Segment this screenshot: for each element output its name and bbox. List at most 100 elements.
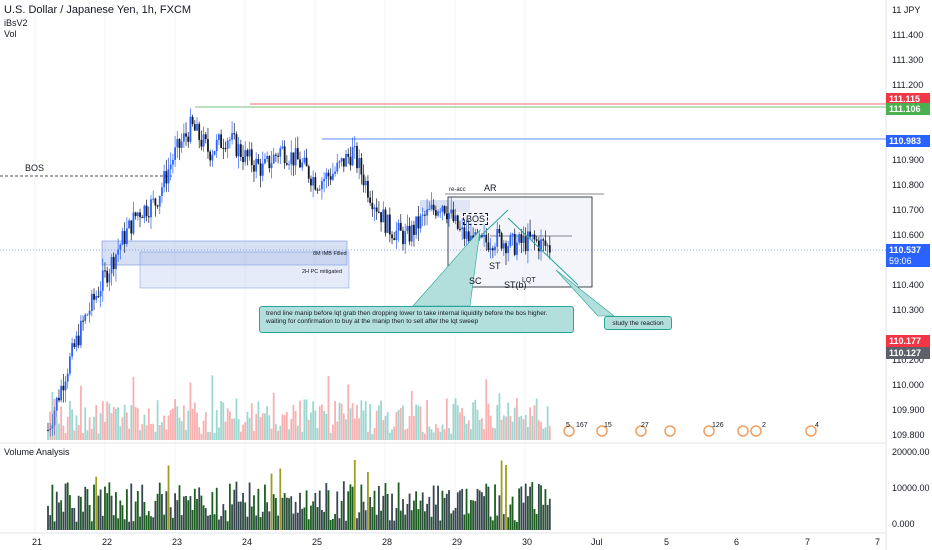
candle-body [215, 139, 218, 152]
candle-body [310, 178, 312, 186]
event-flag-icon[interactable] [596, 425, 608, 437]
price-tick: 110.200 [892, 355, 924, 365]
candle-body [193, 124, 196, 131]
candle-body [99, 290, 102, 297]
candle-body [285, 163, 288, 165]
volume-bar [169, 410, 172, 440]
candle-body [115, 254, 117, 270]
volume-bar [535, 398, 538, 440]
candle-body [250, 149, 253, 166]
current-price-tag[interactable]: 110.537 [886, 244, 930, 256]
candle-body [163, 171, 166, 188]
volume-bar [491, 427, 494, 440]
price-tag-red[interactable]: 111.115 [886, 93, 930, 105]
volume-bar [321, 404, 323, 440]
price-tag-red-low[interactable]: 110.177 [886, 335, 930, 347]
reacc-label: re-acc [449, 187, 466, 193]
volume-analysis-bar [410, 510, 413, 530]
volume-analysis-bar [305, 490, 308, 530]
volume-analysis-bar [456, 492, 459, 530]
volume-analysis-title[interactable]: Volume Analysis [4, 447, 70, 457]
price-tick: 109.900 [892, 405, 925, 415]
event-flag-icon[interactable] [703, 425, 715, 437]
event-flag-icon[interactable] [805, 425, 817, 437]
indicator-vol[interactable]: Vol [4, 29, 17, 39]
candle-body [511, 233, 514, 236]
volume-bar [371, 433, 374, 440]
volume-analysis-bar [270, 473, 273, 530]
volume-bar [367, 431, 369, 440]
candle-body [246, 150, 249, 157]
volume-bar [191, 408, 194, 440]
candle-body [395, 230, 398, 241]
volume-bar [79, 385, 82, 440]
volume-bar [281, 414, 284, 440]
volume-analysis-bar [145, 515, 148, 530]
volume-analysis-bar [104, 486, 106, 530]
volume-bar [130, 405, 133, 440]
price-tag-green[interactable]: 111.106 [886, 103, 930, 115]
candle-body [388, 214, 391, 235]
candle-body [55, 397, 58, 411]
volume-analysis-bar [242, 492, 244, 530]
volume-bar [49, 411, 52, 440]
volume-bar [117, 407, 120, 440]
candle-body [314, 177, 317, 190]
candle-body [128, 220, 130, 229]
price-tick: 110.400 [892, 280, 924, 290]
candle-body [432, 204, 435, 211]
volume-bar [342, 413, 345, 440]
event-flag-icon[interactable] [635, 425, 647, 437]
candle-body [64, 381, 67, 391]
candle-body [292, 152, 295, 166]
candle-body [397, 223, 400, 231]
volume-bar [408, 416, 411, 440]
volume-bar [518, 416, 521, 440]
indicator-ibsv2[interactable]: iBsV2 [4, 18, 28, 28]
volume-analysis-bar [509, 504, 512, 530]
candle-body [487, 242, 490, 251]
event-count: 27 [641, 422, 649, 429]
volume-analysis-bar [404, 514, 407, 530]
volume-bar [141, 424, 144, 440]
event-flag-icon[interactable] [750, 425, 762, 437]
volume-bar [516, 398, 518, 440]
note-manip[interactable]: trend line manip before lqt grab then dr… [259, 306, 574, 333]
candle-body [130, 220, 133, 234]
stb-label: ST(b) [504, 280, 527, 290]
price-tag-gray[interactable]: 110.127 [886, 347, 930, 359]
imb-label: 8M IMB Filled [313, 251, 347, 257]
candle-body [290, 152, 293, 165]
volume-tick: 10000.00 [892, 483, 930, 493]
volume-bar [189, 382, 192, 440]
volume-analysis-bar [358, 512, 361, 530]
candle-body [176, 139, 179, 148]
volume-analysis-bar [268, 511, 271, 530]
event-count: 167 [576, 422, 588, 429]
volume-analysis-bar [218, 519, 220, 530]
time-tick: 23 [172, 537, 183, 547]
candle-body [375, 207, 378, 212]
event-flag-icon[interactable] [664, 425, 676, 437]
volume-analysis-bar [480, 492, 483, 530]
volume-analysis-bar [349, 484, 352, 530]
event-flag-icon[interactable] [563, 425, 575, 437]
volume-bar [224, 421, 227, 440]
volume-analysis-bar [128, 521, 130, 530]
volume-bar [108, 403, 111, 440]
candle-body [533, 234, 536, 240]
note-study[interactable]: study the reaction [604, 316, 672, 330]
candle-body [321, 181, 323, 190]
volume-analysis-bar [75, 521, 78, 530]
volume-bar [119, 426, 122, 440]
volume-analysis-bar [150, 516, 152, 530]
volume-analysis-bar [193, 488, 196, 530]
event-flag-icon[interactable] [737, 425, 749, 437]
candle-body [191, 116, 194, 125]
volume-bar [128, 428, 130, 440]
price-tag-blue[interactable]: 110.983 [886, 135, 930, 147]
volume-analysis-bar [288, 498, 290, 530]
chart-title[interactable]: U.S. Dollar / Japanese Yen, 1h, FXCM [4, 4, 192, 16]
volume-analysis-bar [303, 507, 306, 530]
time-tick: 29 [452, 537, 463, 547]
